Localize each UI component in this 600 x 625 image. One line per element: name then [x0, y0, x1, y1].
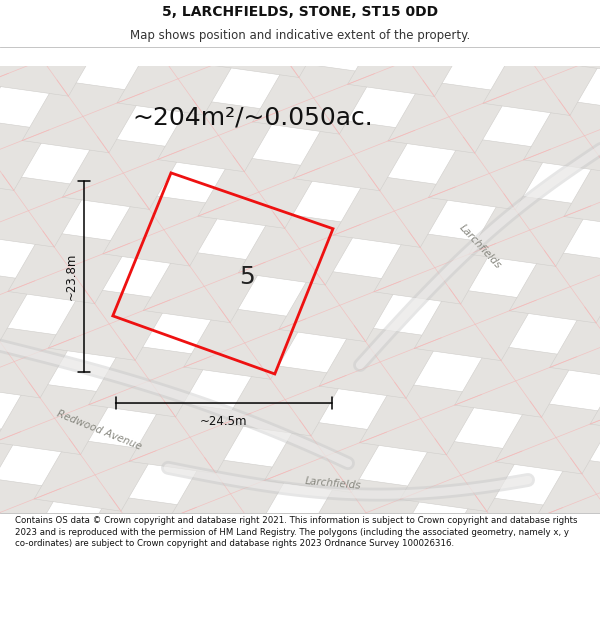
Polygon shape [359, 382, 482, 455]
Text: ~204m²/~0.050ac.: ~204m²/~0.050ac. [132, 105, 373, 129]
Polygon shape [0, 325, 75, 398]
Text: Larchfields: Larchfields [457, 222, 503, 271]
Polygon shape [590, 364, 600, 436]
Polygon shape [0, 533, 101, 606]
Polygon shape [77, 0, 199, 59]
Polygon shape [0, 174, 89, 247]
Polygon shape [0, 0, 63, 39]
Polygon shape [115, 552, 237, 624]
Polygon shape [0, 24, 103, 96]
Text: Contains OS data © Crown copyright and database right 2021. This information is : Contains OS data © Crown copyright and d… [15, 516, 577, 549]
Polygon shape [414, 288, 536, 361]
Polygon shape [0, 382, 116, 454]
Polygon shape [224, 363, 346, 436]
Polygon shape [402, 0, 524, 2]
Text: 5, LARCHFIELDS, STONE, ST15 0DD: 5, LARCHFIELDS, STONE, ST15 0DD [162, 5, 438, 19]
Polygon shape [0, 476, 61, 549]
Polygon shape [469, 194, 591, 266]
Polygon shape [8, 231, 130, 304]
Text: Larchfields: Larchfields [304, 476, 362, 491]
Polygon shape [49, 288, 170, 360]
Polygon shape [538, 0, 600, 21]
Polygon shape [36, 0, 158, 2]
Polygon shape [293, 118, 415, 191]
Polygon shape [536, 458, 600, 531]
Polygon shape [0, 419, 20, 492]
Text: ~24.5m: ~24.5m [200, 415, 248, 428]
Polygon shape [307, 0, 429, 40]
Polygon shape [210, 514, 332, 587]
Text: Redwood Avenue: Redwood Avenue [55, 408, 143, 451]
Polygon shape [34, 439, 156, 511]
Polygon shape [212, 5, 334, 78]
Polygon shape [20, 589, 142, 625]
Polygon shape [483, 43, 600, 116]
Text: 5: 5 [239, 266, 255, 289]
Polygon shape [428, 137, 550, 210]
Polygon shape [400, 439, 522, 511]
Polygon shape [172, 0, 293, 21]
Polygon shape [155, 609, 277, 625]
Polygon shape [22, 80, 144, 152]
Polygon shape [0, 571, 7, 625]
Polygon shape [578, 5, 600, 78]
Polygon shape [524, 99, 600, 172]
Polygon shape [129, 401, 251, 474]
Polygon shape [117, 42, 239, 115]
Text: ~23.8m: ~23.8m [64, 253, 77, 300]
Polygon shape [238, 213, 360, 285]
Polygon shape [0, 269, 35, 341]
Polygon shape [62, 137, 184, 209]
Polygon shape [440, 496, 562, 568]
Text: Map shows position and indicative extent of the property.: Map shows position and indicative extent… [130, 29, 470, 42]
Polygon shape [0, 61, 8, 134]
Polygon shape [170, 458, 292, 530]
Polygon shape [455, 344, 577, 418]
Polygon shape [443, 0, 565, 59]
Polygon shape [198, 156, 320, 228]
Polygon shape [550, 307, 600, 379]
Polygon shape [74, 495, 196, 568]
Polygon shape [347, 24, 469, 96]
Polygon shape [334, 175, 455, 248]
Polygon shape [374, 231, 496, 304]
Polygon shape [103, 193, 225, 266]
Polygon shape [158, 99, 280, 172]
Polygon shape [143, 250, 265, 322]
Polygon shape [0, 118, 49, 191]
Polygon shape [564, 156, 600, 229]
Polygon shape [346, 533, 467, 606]
Polygon shape [388, 81, 510, 153]
Polygon shape [250, 571, 372, 625]
Polygon shape [319, 326, 441, 398]
Polygon shape [184, 307, 305, 379]
Polygon shape [495, 401, 600, 474]
Polygon shape [279, 269, 401, 342]
Polygon shape [89, 344, 211, 417]
Polygon shape [305, 476, 427, 549]
Polygon shape [265, 420, 386, 492]
Polygon shape [253, 61, 374, 134]
Polygon shape [509, 251, 600, 323]
